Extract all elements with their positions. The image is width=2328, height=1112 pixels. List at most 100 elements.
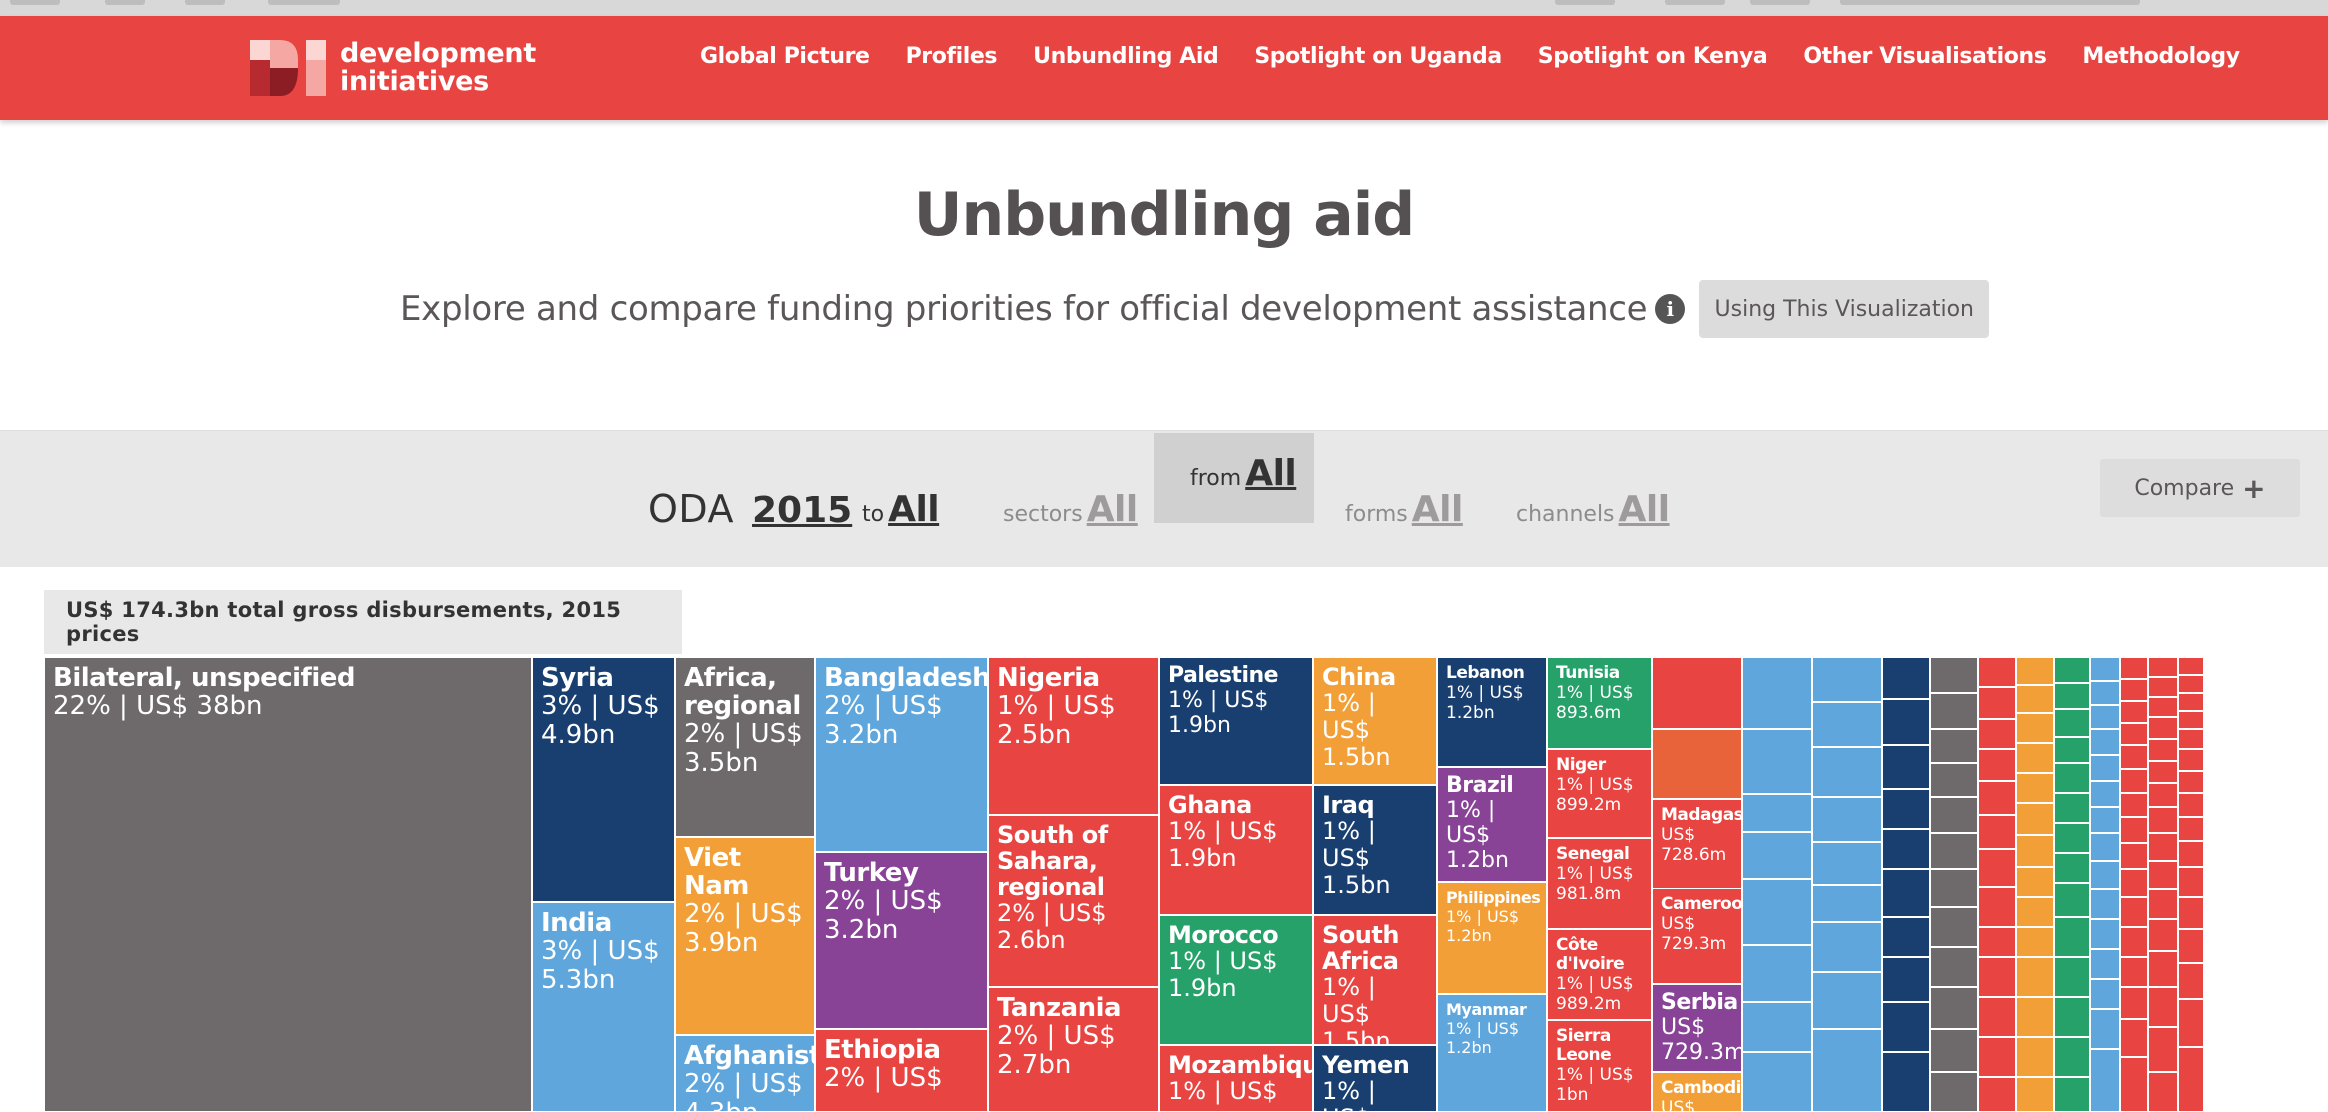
treemap-tile[interactable] (1882, 657, 1930, 699)
treemap-tile[interactable] (2148, 761, 2178, 783)
treemap-tile[interactable] (1652, 729, 1742, 799)
treemap-tile[interactable]: Africa, regional 2% | US$ 3.5bn (675, 657, 815, 837)
treemap-tile[interactable] (2148, 1027, 2178, 1072)
treemap-tile[interactable] (2178, 867, 2204, 897)
treemap-tile[interactable] (1930, 947, 1978, 987)
channels-selector[interactable]: All (1618, 489, 1671, 530)
treemap-tile[interactable] (1978, 927, 2016, 957)
treemap-tile[interactable] (2178, 675, 2204, 693)
treemap-tile[interactable] (2090, 729, 2120, 755)
treemap-tile[interactable] (2016, 957, 2054, 997)
treemap-tile[interactable] (2054, 853, 2090, 883)
treemap-tile[interactable] (2148, 657, 2178, 677)
treemap-tile[interactable] (2148, 739, 2178, 761)
treemap-tile[interactable]: Senegal 1% | US$ 981.8m (1547, 838, 1652, 929)
sectors-filter[interactable]: sectors All (1003, 489, 1138, 530)
treemap-tile[interactable] (1978, 719, 2016, 749)
year-selector[interactable]: 2015 (752, 490, 853, 531)
nav-spotlight-uganda[interactable]: Spotlight on Uganda (1254, 44, 1502, 69)
treemap-tile[interactable] (2120, 1057, 2148, 1112)
treemap-tile[interactable] (2178, 929, 2204, 963)
treemap-tile[interactable] (1742, 832, 1812, 879)
to-filter[interactable]: to All (862, 489, 940, 530)
treemap-tile[interactable] (1978, 687, 2016, 719)
treemap-tile[interactable]: Viet Nam 2% | US$ 3.9bn (675, 837, 815, 1035)
treemap-tile[interactable] (1812, 702, 1882, 747)
treemap-tile[interactable] (1978, 657, 2016, 687)
treemap-tile[interactable]: Myanmar 1% | US$ 1.2bn (1437, 994, 1547, 1112)
from-filter[interactable]: from All (1190, 453, 1297, 494)
treemap-tile[interactable] (2016, 803, 2054, 835)
treemap-tile[interactable] (1930, 693, 1978, 729)
treemap-tile[interactable] (2054, 709, 2090, 737)
treemap-tile[interactable] (1978, 1037, 2016, 1077)
treemap-tile[interactable]: Côte d'Ivoire 1% | US$ 989.2m (1547, 929, 1652, 1020)
treemap-tile[interactable] (2016, 657, 2054, 685)
treemap-tile[interactable] (2120, 843, 2148, 869)
treemap-tile[interactable]: Palestine 1% | US$ 1.9bn (1159, 657, 1313, 785)
treemap-tile[interactable] (1882, 789, 1930, 829)
treemap-tile[interactable]: Syria 3% | US$ 4.9bn (532, 657, 675, 902)
treemap-tile[interactable] (2090, 781, 2120, 807)
treemap-tile[interactable] (2090, 889, 2120, 919)
oda-year-filter[interactable]: ODA 2015 (648, 487, 852, 531)
treemap-tile[interactable] (1812, 797, 1882, 842)
treemap-tile[interactable] (2090, 807, 2120, 833)
treemap-tile[interactable] (2120, 679, 2148, 701)
treemap-tile[interactable] (2120, 657, 2148, 679)
treemap-tile[interactable] (2178, 999, 2204, 1047)
treemap-tile[interactable]: India 3% | US$ 5.3bn (532, 902, 675, 1112)
treemap-tile[interactable]: Ethiopia 2% | US$ (815, 1029, 988, 1112)
treemap-tile[interactable] (2016, 897, 2054, 927)
treemap-tile[interactable] (2120, 897, 2148, 927)
treemap-tile[interactable] (2120, 701, 2148, 723)
treemap-tile[interactable] (2148, 889, 2178, 919)
treemap-tile[interactable] (1742, 794, 1812, 832)
treemap-tile[interactable]: Nigeria 1% | US$ 2.5bn (988, 657, 1159, 815)
treemap-tile[interactable]: Tunisia 1% | US$ 893.6m (1547, 657, 1652, 749)
treemap-tile[interactable]: Brazil 1% | US$ 1.2bn (1437, 767, 1547, 882)
treemap-tile[interactable] (2148, 861, 2178, 889)
treemap-tile[interactable] (1978, 815, 2016, 849)
treemap-tile[interactable] (2090, 705, 2120, 729)
treemap-tile[interactable] (2120, 723, 2148, 745)
treemap-tile[interactable] (1978, 1077, 2016, 1112)
treemap-tile[interactable]: Sierra Leone 1% | US$ 1bn (1547, 1020, 1652, 1112)
treemap-tile[interactable] (2016, 685, 2054, 713)
nav-global-picture[interactable]: Global Picture (700, 44, 870, 69)
nav-unbundling-aid[interactable]: Unbundling Aid (1033, 44, 1219, 69)
treemap-tile[interactable] (1978, 781, 2016, 815)
nav-other-visualisations[interactable]: Other Visualisations (1803, 44, 2047, 69)
treemap-tile[interactable]: Afghanistan2% | US$ 4.3bn (675, 1035, 815, 1112)
treemap-tile[interactable] (2120, 769, 2148, 793)
forms-selector[interactable]: All (1411, 489, 1464, 530)
treemap-tile[interactable] (2178, 657, 2204, 675)
treemap-tile[interactable]: Ghana 1% | US$ 1.9bn (1159, 785, 1313, 915)
treemap-tile[interactable] (1882, 1002, 1930, 1052)
treemap-tile[interactable] (1930, 869, 1978, 907)
treemap-tile[interactable] (2016, 743, 2054, 773)
treemap-tile[interactable]: Cameroo US$ 729.3m (1652, 888, 1742, 984)
treemap-tile[interactable] (1978, 997, 2016, 1037)
treemap-tile[interactable]: China 1% | US$ 1.5bn (1313, 657, 1437, 785)
treemap-tile[interactable] (2016, 1077, 2054, 1112)
treemap-tile[interactable] (2054, 997, 2090, 1037)
treemap-tile[interactable] (2016, 997, 2054, 1037)
treemap-tile[interactable] (1812, 885, 1882, 922)
treemap-tile[interactable] (2054, 1037, 2090, 1077)
treemap-tile[interactable]: Iraq 1% | US$ 1.5bn (1313, 785, 1437, 915)
treemap-tile[interactable] (1978, 887, 2016, 927)
treemap-tile[interactable]: Bilateral, unspecified 22% | US$ 38bn (44, 657, 532, 1112)
treemap-tile[interactable] (1930, 797, 1978, 833)
treemap-tile[interactable] (2090, 755, 2120, 781)
treemap-tile[interactable] (2178, 729, 2204, 749)
treemap-tile[interactable] (1742, 945, 1812, 1002)
nav-spotlight-kenya[interactable]: Spotlight on Kenya (1537, 44, 1768, 69)
treemap-tile[interactable] (2178, 793, 2204, 817)
treemap-tile[interactable] (2054, 883, 2090, 917)
treemap-tile[interactable] (1812, 657, 1882, 702)
to-selector[interactable]: All (888, 489, 940, 530)
treemap-tile[interactable] (2054, 793, 2090, 823)
treemap-tile[interactable] (2090, 833, 2120, 861)
